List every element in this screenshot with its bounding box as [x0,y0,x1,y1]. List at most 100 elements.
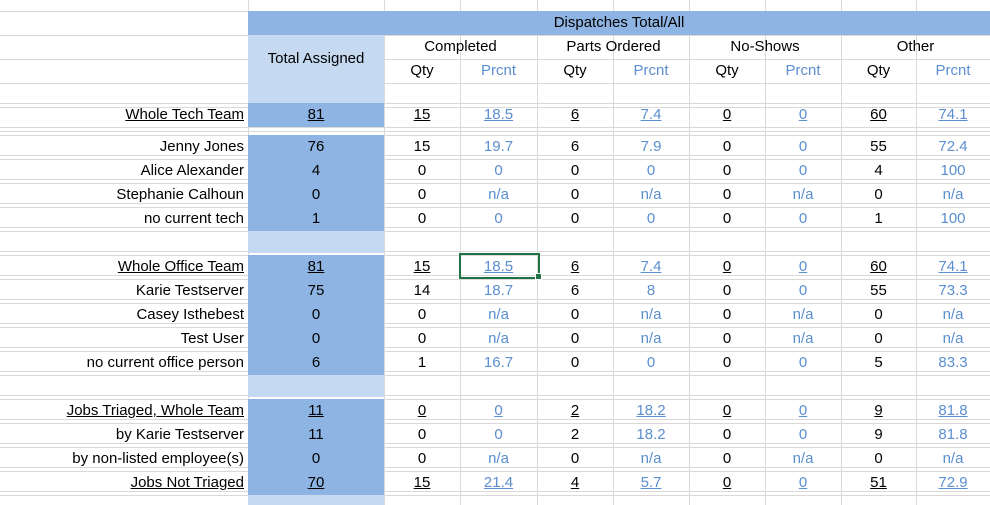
total-assigned-cell[interactable]: 1 [311,210,321,227]
total-assigned-cell[interactable]: 0 [311,306,321,323]
qty-cell[interactable]: 0 [722,450,732,467]
total-assigned-cell[interactable]: 0 [311,330,321,347]
percent-cell[interactable]: 0 [646,210,656,227]
row-label[interactable]: Jenny Jones [159,138,244,155]
parts-qty-header[interactable]: Qty [563,62,587,79]
percent-cell[interactable]: 0 [646,354,656,371]
qty-cell[interactable]: 0 [570,186,580,203]
qty-cell[interactable]: 0 [722,162,732,179]
noshows-prcnt-header[interactable]: Prcnt [785,62,821,79]
percent-cell[interactable]: n/a [942,306,964,323]
total-assigned-cell[interactable]: 11 [308,426,324,443]
qty-cell[interactable]: 0 [722,106,732,123]
percent-cell[interactable]: 0 [798,474,808,491]
row-label[interactable]: no current tech [143,210,244,227]
qty-cell[interactable]: 15 [413,474,431,491]
total-assigned-cell[interactable]: 11 [308,402,324,419]
percent-cell[interactable]: 0 [494,426,503,443]
row-label[interactable]: Stephanie Calhoun [116,186,244,203]
percent-cell[interactable]: 74.1 [938,258,968,275]
percent-cell[interactable]: n/a [792,330,814,347]
qty-cell[interactable]: 55 [870,138,887,155]
percent-cell[interactable]: n/a [942,450,964,467]
qty-cell[interactable]: 0 [722,282,732,299]
completed-qty-header[interactable]: Qty [410,62,434,79]
qty-cell[interactable]: 60 [870,106,887,123]
qty-cell[interactable]: 0 [417,306,427,323]
percent-cell[interactable]: n/a [640,330,662,347]
other-qty-header[interactable]: Qty [866,62,891,79]
percent-cell[interactable]: 83.3 [938,354,968,371]
qty-cell[interactable]: 0 [874,186,883,203]
fill-handle[interactable] [535,273,542,280]
percent-cell[interactable]: n/a [488,450,509,467]
qty-cell[interactable]: 2 [570,426,580,443]
other-prcnt-header[interactable]: Prcnt [935,62,971,79]
qty-cell[interactable]: 0 [417,426,427,443]
qty-cell[interactable]: 6 [570,138,580,155]
qty-cell[interactable]: 14 [413,282,431,299]
qty-cell[interactable]: 0 [570,162,580,179]
percent-cell[interactable]: 18.5 [483,258,514,275]
percent-cell[interactable]: 72.4 [938,138,968,155]
qty-cell[interactable]: 0 [722,306,732,323]
qty-cell[interactable]: 0 [570,330,580,347]
other-header[interactable]: Other [896,38,935,55]
percent-cell[interactable]: 0 [798,162,808,179]
total-assigned-cell[interactable]: 81 [307,106,325,123]
percent-cell[interactable]: n/a [640,306,662,323]
qty-cell[interactable]: 0 [417,402,427,419]
row-label[interactable]: Whole Tech Team [125,106,244,123]
qty-cell[interactable]: 0 [722,138,732,155]
qty-cell[interactable]: 6 [570,106,580,123]
qty-cell[interactable]: 9 [874,402,883,419]
percent-cell[interactable]: 0 [646,162,656,179]
percent-cell[interactable]: 18.7 [483,282,514,299]
qty-cell[interactable]: 15 [413,138,431,155]
qty-cell[interactable]: 0 [722,258,732,275]
percent-cell[interactable]: n/a [488,306,509,323]
row-label[interactable]: Casey Isthebest [136,306,244,323]
qty-cell[interactable]: 0 [722,402,732,419]
noshows-qty-header[interactable]: Qty [715,62,739,79]
qty-cell[interactable]: 0 [874,306,883,323]
percent-cell[interactable]: 7.4 [640,106,662,123]
percent-cell[interactable]: 0 [798,426,808,443]
qty-cell[interactable]: 0 [722,426,732,443]
percent-cell[interactable]: n/a [942,186,964,203]
percent-cell[interactable]: 72.9 [938,474,968,491]
total-assigned-cell[interactable]: 81 [307,258,325,275]
percent-cell[interactable]: 0 [494,162,503,179]
row-label[interactable]: Karie Testserver [135,282,244,299]
total-assigned-cell[interactable]: 6 [311,354,321,371]
row-label[interactable]: Test User [180,330,244,347]
qty-cell[interactable]: 51 [870,474,887,491]
total-assigned-cell[interactable]: 76 [307,138,325,155]
percent-cell[interactable]: 0 [494,402,503,419]
qty-cell[interactable]: 4 [570,474,580,491]
qty-cell[interactable]: 15 [413,258,431,275]
qty-cell[interactable]: 0 [722,474,732,491]
qty-cell[interactable]: 0 [417,330,427,347]
row-label[interactable]: Jobs Triaged, Whole Team [66,402,244,419]
percent-cell[interactable]: n/a [792,450,814,467]
percent-cell[interactable]: 8 [646,282,656,299]
total-assigned-header[interactable]: Total Assigned [248,35,384,83]
qty-cell[interactable]: 0 [722,186,732,203]
qty-cell[interactable]: 0 [417,450,427,467]
row-label[interactable]: Alice Alexander [140,162,244,179]
qty-cell[interactable]: 9 [874,426,883,443]
qty-cell[interactable]: 1 [417,354,427,371]
percent-cell[interactable]: 0 [798,138,808,155]
percent-cell[interactable]: 73.3 [938,282,968,299]
qty-cell[interactable]: 0 [570,306,580,323]
total-assigned-cell[interactable]: 75 [307,282,325,299]
percent-cell[interactable]: 0 [798,106,808,123]
total-assigned-cell[interactable]: 70 [307,474,325,491]
percent-cell[interactable]: n/a [488,330,509,347]
percent-cell[interactable]: 0 [798,210,808,227]
percent-cell[interactable]: 5.7 [640,474,662,491]
percent-cell[interactable]: 18.2 [636,426,666,443]
percent-cell[interactable]: 18.5 [483,106,514,123]
percent-cell[interactable]: 7.4 [640,258,662,275]
